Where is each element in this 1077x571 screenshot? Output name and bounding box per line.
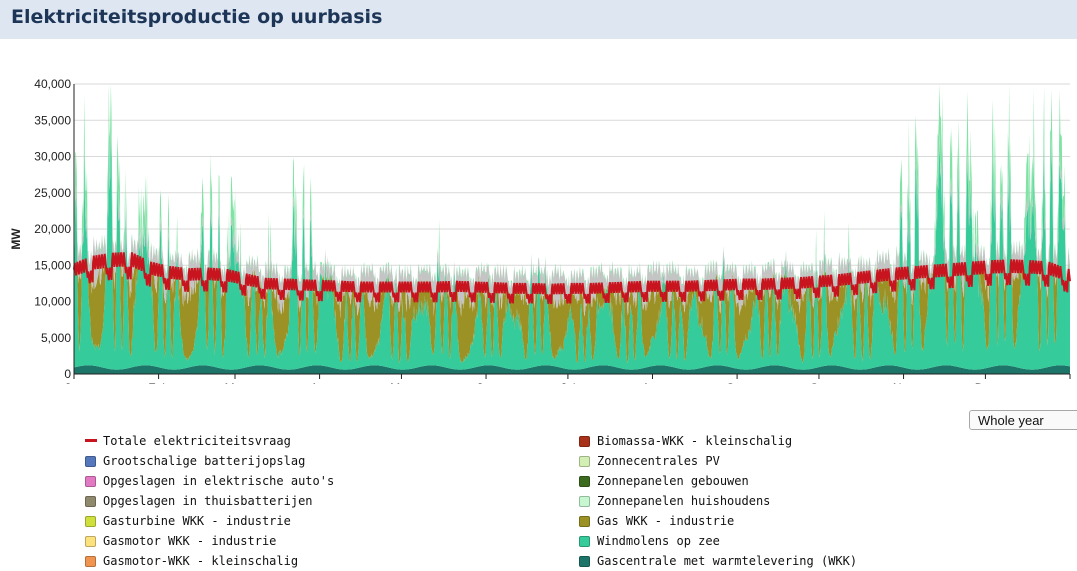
legend-label: Totale elektriciteitsvraag [103, 434, 291, 448]
legend-swatch [85, 456, 96, 467]
legend-label: Gas WKK - industrie [597, 514, 735, 528]
legend-swatch [85, 556, 96, 567]
legend-swatch [579, 476, 590, 487]
legend-label: Gasmotor-WKK - kleinschalig [103, 554, 299, 568]
x-tick-label: Nov [893, 381, 914, 384]
legend-label: Zonnepanelen gebouwen [597, 474, 749, 488]
legend-swatch [579, 436, 590, 447]
header-bar: Elektriciteitsproductie op uurbasis [0, 0, 1077, 39]
y-tick-label: 30,000 [34, 150, 71, 164]
y-axis-label: MW [9, 228, 23, 250]
x-tick-label: Aug [642, 381, 663, 384]
legend-label: Grootschalige batterijopslag [103, 454, 306, 468]
x-tick-label: Mar [225, 381, 246, 384]
x-tick-label: Sep [726, 381, 748, 384]
legend-swatch [85, 536, 96, 547]
y-tick-label: 40,000 [34, 77, 71, 91]
y-tick-label: 10,000 [34, 295, 71, 309]
stacked-areas [74, 84, 1070, 374]
x-tick-label: Jan [64, 381, 83, 384]
area-windmolens-op-zee [74, 125, 1070, 370]
production-chart: 0 5,000 10,000 15,000 20,000 25,000 30,000 35,0… [9, 77, 1071, 384]
legend-label: Gasmotor WKK - industrie [103, 534, 277, 548]
legend-swatch [579, 536, 590, 547]
legend-label: Gascentrale met warmtelevering (WKK) [597, 554, 858, 568]
legend-label: Biomassa-WKK - kleinschalig [597, 434, 793, 448]
y-tick-label: 35,000 [34, 113, 71, 127]
y-tick-label: 25,000 [34, 186, 71, 200]
legend-swatch [85, 496, 96, 507]
x-tick-label: Jul [560, 381, 575, 384]
x-tick-label: Feb [148, 381, 169, 384]
page-title: Elektriciteitsproductie op uurbasis [11, 6, 383, 28]
y-tick-label: 5,000 [41, 331, 71, 345]
y-tick-label: 20,000 [34, 222, 71, 236]
x-tick-label: Apr [310, 381, 329, 384]
demand-line [73, 252, 1071, 305]
legend-label: Gasturbine WKK - industrie [103, 514, 291, 528]
legend-label: Windmolens op zee [597, 534, 720, 548]
legend-swatch [579, 516, 590, 527]
legend-label: Opgeslagen in elektrische auto's [103, 474, 335, 488]
legend-swatch [579, 496, 590, 507]
x-tick-label: May [390, 381, 413, 384]
x-tick-label: Jun [476, 381, 495, 384]
legend-swatch [85, 516, 96, 527]
y-tick-label: 15,000 [34, 258, 71, 272]
legend-label: Zonnecentrales PV [597, 454, 720, 468]
area-gas-wkk-industrie [74, 125, 1070, 364]
y-tick-label: 0 [64, 367, 71, 381]
legend-swatch [85, 439, 97, 442]
area-other-sources [74, 119, 1070, 319]
legend-swatch [85, 476, 96, 487]
demand-line-group [73, 252, 1071, 305]
x-tick-label: Oct [810, 381, 829, 384]
legend-swatch [579, 456, 590, 467]
legend-label: Zonnepanelen huishoudens [597, 494, 771, 508]
x-tick-label: Dec [975, 381, 996, 384]
axes: 0 5,000 10,000 15,000 20,000 25,000 30,000 35,0… [34, 77, 1071, 384]
legend-swatch [579, 556, 590, 567]
legend-label: Opgeslagen in thuisbatterijen [103, 494, 313, 508]
period-select[interactable]: Whole year [969, 410, 1077, 430]
area-gascentrale [74, 365, 1070, 374]
